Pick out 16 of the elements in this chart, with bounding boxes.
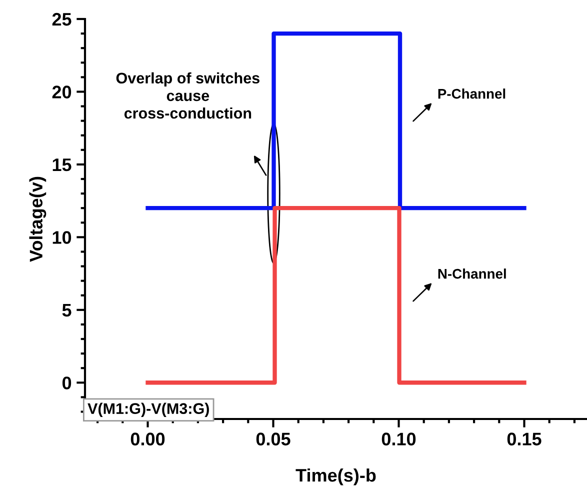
y-axis-title: Voltage(v) [29, 176, 46, 262]
x-axis-title: Time(s)-b [296, 468, 376, 486]
x-tick-label: 0.10 [382, 432, 416, 446]
x-tick-label: 0.05 [256, 432, 290, 446]
y-tick-label: 25 [52, 12, 72, 26]
y-tick-label: 0 [62, 376, 72, 390]
y-tick-label: 20 [52, 86, 72, 98]
x-tick-label: 0.15 [507, 432, 542, 446]
annotation: V(M1:G)-V(M3:G) [88, 402, 209, 417]
text: P-Channel [438, 88, 506, 99]
y-tick-label: 5 [62, 304, 72, 317]
y-tick-label: 15 [52, 158, 72, 172]
x-tick-label: 0.00 [130, 432, 165, 446]
text: N-Channel [438, 268, 506, 279]
y-tick-label: 10 [52, 231, 72, 244]
annotation: Overlap of switches cause cross-conduction [116, 72, 260, 119]
